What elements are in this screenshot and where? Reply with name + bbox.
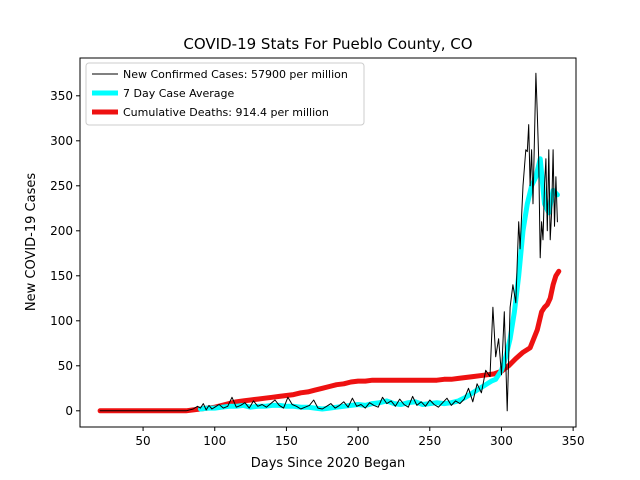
series-layer (97, 72, 562, 414)
series-line-2 (97, 268, 562, 414)
x-axis-label: Days Since 2020 Began (251, 456, 406, 471)
x-tick-label: 150 (275, 434, 298, 448)
y-tick-label: 100 (50, 314, 73, 328)
y-tick-label: 350 (50, 89, 73, 103)
y-tick-label: 250 (50, 179, 73, 193)
y-tick-label: 150 (50, 269, 73, 283)
x-tick-label: 350 (562, 434, 585, 448)
plot-frame (79, 57, 577, 428)
legend-label-1: 7 Day Case Average (123, 87, 235, 100)
legend-label-2: Cumulative Deaths: 914.4 per million (123, 106, 329, 119)
x-tick-label: 200 (347, 434, 370, 448)
y-tick-label: 50 (58, 359, 73, 373)
chart-title: COVID-19 Stats For Pueblo County, CO (183, 35, 472, 53)
x-tick-label: 300 (490, 434, 513, 448)
x-tick-label: 50 (135, 434, 150, 448)
x-axis-ticks: 50 100 150 200 250 300 350 (135, 427, 585, 448)
legend-label-0: New Confirmed Cases: 57900 per million (123, 68, 348, 81)
series-line-0 (99, 72, 558, 412)
legend: New Confirmed Cases: 57900 per million 7 … (85, 62, 365, 126)
x-tick-label: 100 (203, 434, 226, 448)
y-axis-ticks: 0 50 100 150 200 250 300 350 (50, 89, 80, 418)
y-axis-label: New COVID-19 Cases (24, 173, 39, 311)
y-tick-label: 200 (50, 224, 73, 238)
y-tick-label: 300 (50, 134, 73, 148)
legend-box (85, 62, 365, 126)
x-tick-label: 250 (418, 434, 441, 448)
y-tick-label: 0 (65, 404, 73, 418)
